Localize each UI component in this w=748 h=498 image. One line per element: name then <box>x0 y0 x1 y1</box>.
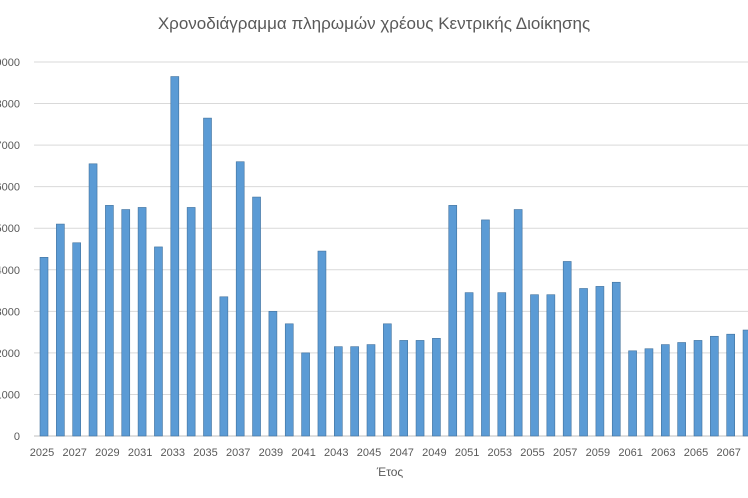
y-tick-label: 2000 <box>0 348 20 360</box>
bar-2057 <box>562 261 572 437</box>
bar-2030 <box>121 209 131 437</box>
bar-2041 <box>301 352 310 437</box>
bar-2037 <box>235 161 245 437</box>
x-tick-label: 2029 <box>95 447 119 459</box>
bar-2046 <box>383 323 392 437</box>
y-axis-ticks: 0 1000 2000 3000 4000 5000 6000 7000 8000 9000 <box>0 57 20 443</box>
x-tick-label: 2047 <box>389 447 413 459</box>
y-tick-label: 5000 <box>0 223 20 235</box>
x-tick-label: 2063 <box>651 447 675 459</box>
bar-2051 <box>464 292 474 437</box>
bar-2029 <box>105 205 114 437</box>
x-tick-label: 2065 <box>684 447 708 459</box>
bar-2067 <box>726 333 736 437</box>
x-tick-label: 2033 <box>161 447 185 459</box>
bar-2034 <box>186 207 196 437</box>
x-tick-label: 2041 <box>291 447 315 459</box>
bar-2050 <box>448 205 458 437</box>
bar-2031 <box>137 207 147 437</box>
x-tick-label: 2053 <box>488 447 512 459</box>
bar-2027 <box>72 242 81 437</box>
bar-2055 <box>530 294 539 437</box>
bar-2053 <box>497 292 507 437</box>
bar-2066 <box>710 335 719 437</box>
bar-2039 <box>268 311 278 437</box>
bar-2058 <box>579 288 588 437</box>
x-tick-label: 2039 <box>259 447 283 459</box>
bar-2036 <box>219 296 229 437</box>
x-tick-label: 2055 <box>520 447 544 459</box>
bar-2064 <box>677 342 686 437</box>
bar-2047 <box>399 340 409 437</box>
bar-2040 <box>284 323 294 437</box>
y-tick-label: 7000 <box>0 140 20 152</box>
y-tick-label: 1000 <box>0 389 20 401</box>
bar-2060 <box>611 281 621 437</box>
bar-2062 <box>644 348 654 437</box>
bar-2042 <box>317 250 327 437</box>
bar-series <box>39 76 748 437</box>
bar-2032 <box>154 246 163 437</box>
y-tick-label: 0 <box>14 431 20 443</box>
bar-2049 <box>432 338 441 437</box>
bar-2068 <box>742 329 748 437</box>
y-tick-label: 3000 <box>0 306 20 318</box>
bar-2028 <box>88 163 98 437</box>
x-tick-label: 2061 <box>618 447 642 459</box>
x-tick-label: 2067 <box>716 447 740 459</box>
bar-2026 <box>56 223 65 437</box>
bar-2048 <box>415 340 425 437</box>
bar-2035 <box>203 117 212 437</box>
x-tick-label: 2031 <box>128 447 152 459</box>
x-tick-label: 2027 <box>62 447 86 459</box>
x-tick-label: 2043 <box>324 447 348 459</box>
x-axis-label: Έτος <box>376 465 404 479</box>
bar-2052 <box>481 219 490 437</box>
x-tick-label: 2037 <box>226 447 250 459</box>
x-tick-label: 2059 <box>586 447 610 459</box>
x-tick-label: 2051 <box>455 447 479 459</box>
bar-2061 <box>628 350 637 437</box>
y-tick-label: 6000 <box>0 182 20 194</box>
bar-2045 <box>366 344 376 437</box>
bar-2025 <box>39 257 49 437</box>
x-tick-label: 2049 <box>422 447 446 459</box>
bar-2043 <box>333 346 343 437</box>
bar-2038 <box>252 196 261 437</box>
x-tick-label: 2035 <box>193 447 217 459</box>
bar-2059 <box>595 286 605 437</box>
y-tick-label: 9000 <box>0 57 20 69</box>
bar-2044 <box>350 346 359 437</box>
bar-2065 <box>693 340 703 437</box>
bar-2033 <box>170 76 180 437</box>
y-tick-label: 8000 <box>0 99 20 111</box>
bar-2054 <box>513 209 523 437</box>
chart-title: Χρονοδιάγραμμα πληρωμών χρέους Κεντρικής… <box>157 14 591 33</box>
x-tick-label: 2045 <box>357 447 381 459</box>
y-tick-label: 4000 <box>0 265 20 277</box>
bar-2056 <box>546 294 556 437</box>
x-axis-ticks: 2025 2027 2029 2031 2033 2035 2037 2039 2041 2043… <box>30 447 741 459</box>
x-tick-label: 2057 <box>553 447 577 459</box>
bar-2063 <box>660 344 670 437</box>
x-tick-label: 2025 <box>30 447 54 459</box>
